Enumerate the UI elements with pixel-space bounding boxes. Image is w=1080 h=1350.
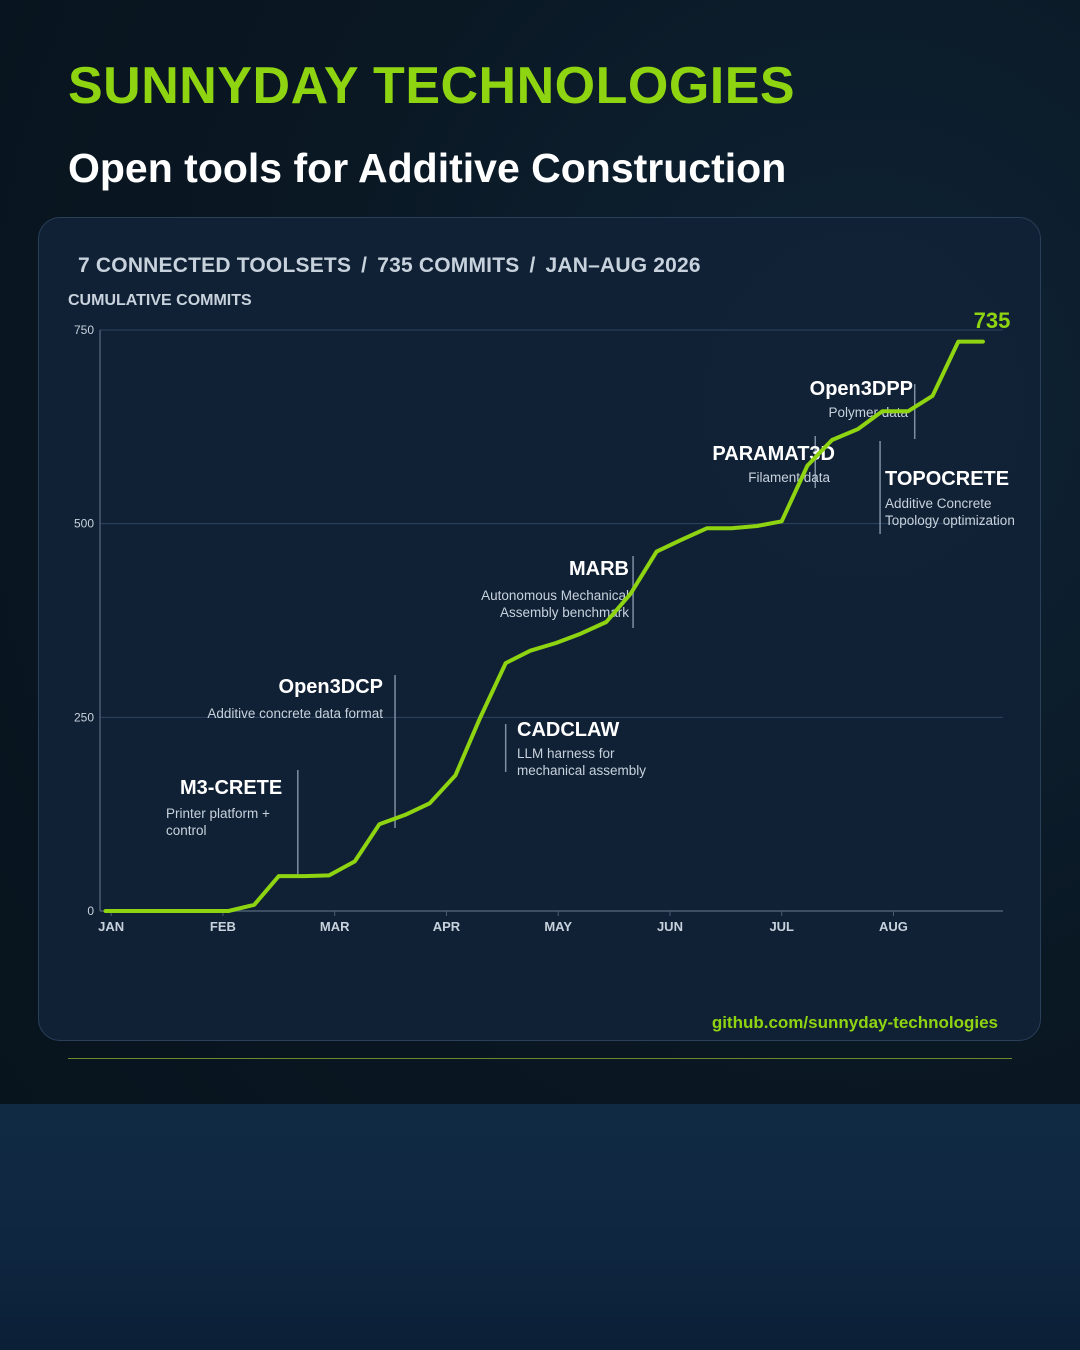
header-separator: / (529, 254, 536, 277)
annotation-description: LLM harness for (517, 746, 615, 761)
end-value-label: 735 (974, 308, 1011, 333)
chart-card (38, 217, 1041, 1041)
annotation-description: Autonomous Mechanical (481, 588, 629, 603)
annotation-title: TOPOCRETE (885, 468, 1009, 490)
brand-title: SUNNYDAY TECHNOLOGIES (68, 57, 796, 115)
annotation-title: MARB (569, 558, 629, 580)
annotation-description: control (166, 823, 207, 838)
annotation-description: Filament data (748, 470, 830, 485)
annotation-description: Additive concrete data format (207, 706, 383, 721)
annotation-title: CADCLAW (517, 719, 619, 741)
github-link[interactable]: github.com/sunnyday-technologies (711, 1013, 998, 1032)
x-tick-label: APR (433, 919, 461, 934)
page-subtitle: Open tools for Additive Construction (68, 145, 787, 191)
cumulative-commits-line (103, 339, 985, 913)
header-separator: / (361, 254, 368, 277)
annotation-title: M3-CRETE (180, 777, 282, 799)
card-header: 7 CONNECTED TOOLSETS / 735 COMMITS / JAN–AUG… (78, 254, 701, 278)
x-tick-label: AUG (879, 919, 908, 934)
annotation-description: Topology optimization (885, 513, 1015, 528)
annotation-description: mechanical assembly (517, 763, 646, 778)
footer-divider (68, 1058, 1012, 1059)
annotation-title: Open3DPP (810, 378, 913, 400)
y-tick-label: 250 (74, 710, 94, 724)
toolsets-count: 7 CONNECTED TOOLSETS (78, 254, 352, 277)
annotation-description: Polymer data (828, 405, 908, 420)
x-tick-label: MAR (320, 919, 350, 934)
y-axis-label: CUMULATIVE COMMITS (68, 292, 252, 309)
x-tick-label: MAY (544, 919, 572, 934)
y-tick-label: 750 (74, 323, 94, 337)
date-range: JAN–AUG 2026 (545, 254, 701, 277)
x-tick-label: FEB (210, 919, 236, 934)
y-tick-label: 0 (87, 904, 94, 918)
annotation-title: Open3DCP (279, 676, 383, 698)
y-tick-label: 500 (74, 517, 94, 531)
annotation-title: PARAMAT3D (712, 443, 835, 465)
annotation-description: Printer platform + (166, 806, 270, 821)
x-tick-label: JUL (769, 919, 794, 934)
x-tick-label: JAN (98, 919, 124, 934)
annotation-description: Assembly benchmark (500, 605, 629, 620)
background-blueprint (0, 1104, 1080, 1350)
x-tick-label: JUN (657, 919, 683, 934)
commits-count: 735 COMMITS (377, 254, 520, 277)
annotation-description: Additive Concrete (885, 496, 992, 511)
